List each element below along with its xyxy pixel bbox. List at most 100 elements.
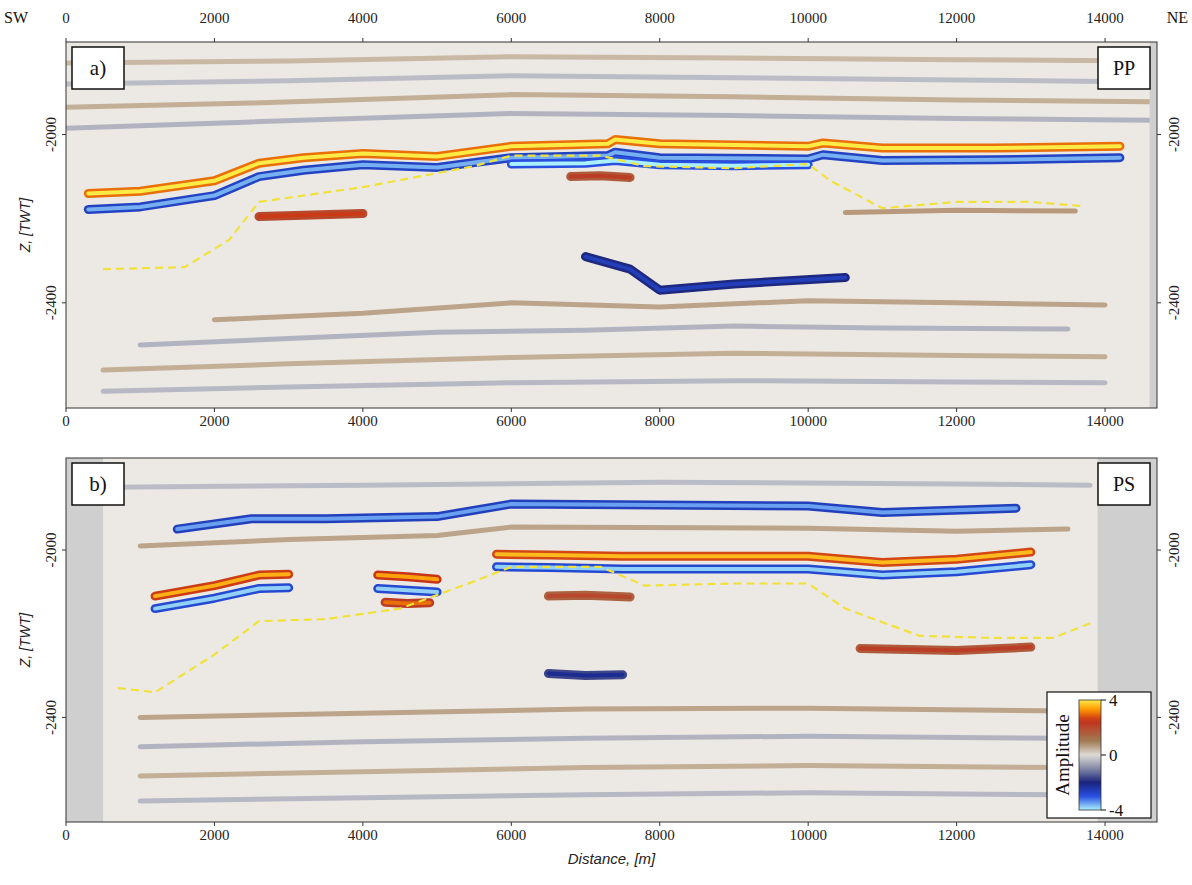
x-tick (1105, 822, 1106, 826)
reflector-core (497, 565, 1031, 575)
colorbar-box (1047, 692, 1151, 818)
reflector-core (586, 257, 846, 291)
x2-tick (214, 38, 215, 42)
x-tick-label: 4000 (348, 413, 378, 429)
reflector (88, 152, 1120, 209)
x-tick (214, 822, 215, 826)
x-tick-label: 6000 (496, 827, 526, 843)
y2-tick-label: -2000 (1166, 117, 1182, 152)
x-tick (1105, 408, 1106, 412)
frame (66, 42, 1157, 408)
y-tick-label: -2400 (43, 700, 59, 735)
reflector (111, 482, 1091, 487)
reflector (140, 766, 1068, 777)
reflector (140, 708, 1068, 717)
reflector (548, 674, 622, 676)
reflector (497, 565, 1031, 575)
reflector-core (860, 647, 1031, 650)
panel-letter-box (72, 47, 124, 89)
reflector-core (511, 161, 808, 166)
plot-area (66, 458, 1157, 822)
colorbar-tick (1101, 755, 1106, 756)
x2-tick-label: 6000 (496, 10, 526, 26)
x-tick-label: 12000 (938, 827, 976, 843)
y-tick (62, 717, 66, 718)
colorbar-tick-label: -4 (1109, 801, 1124, 820)
direction-label: SW (4, 9, 29, 26)
x2-tick-label: 14000 (1086, 10, 1124, 26)
x-tick (511, 822, 512, 826)
x2-tick (1105, 38, 1106, 42)
x-tick-label: 6000 (496, 413, 526, 429)
reflector (155, 588, 289, 609)
reflector (378, 575, 437, 579)
background (66, 42, 1157, 408)
reflector (845, 210, 1075, 212)
colorbar-tick (1101, 810, 1106, 811)
x2-tick-label: 12000 (938, 10, 976, 26)
y-tick-label: -2400 (43, 285, 59, 320)
y-tick (62, 302, 66, 303)
reflector (378, 589, 437, 592)
reflector (140, 527, 1068, 546)
reflector (860, 647, 1031, 650)
panel-letter: a) (90, 56, 106, 80)
x-tick (659, 408, 660, 412)
reflector (140, 736, 1068, 747)
no-coverage (1150, 42, 1157, 408)
reflector (214, 301, 1105, 320)
x2-tick (659, 38, 660, 42)
figure: 0200040006000800010000120001400002000400… (0, 0, 1192, 885)
x-tick (66, 822, 67, 826)
reflector-core (548, 595, 630, 597)
reflector (497, 552, 1031, 563)
reflector (66, 76, 1150, 84)
x2-tick (808, 38, 809, 42)
reflector (586, 257, 846, 291)
x-tick (66, 408, 67, 412)
x-tick (511, 408, 512, 412)
x2-tick-label: 2000 (199, 10, 229, 26)
reflector-core (497, 552, 1031, 563)
x-tick (808, 408, 809, 412)
x-tick-label: 2000 (199, 827, 229, 843)
y2-tick-label: -2000 (1166, 533, 1182, 568)
reflector (66, 114, 1150, 129)
y-tick-label: -2000 (43, 117, 59, 152)
x-axis-title: Distance, [m] (568, 850, 656, 867)
x2-tick (511, 38, 512, 42)
reflector (571, 176, 630, 178)
x-tick-label: 8000 (645, 413, 675, 429)
x-tick-label: 10000 (789, 413, 827, 429)
direction-label: NE (1167, 9, 1188, 26)
reflector (548, 595, 630, 597)
reflector-core (259, 214, 363, 217)
panel-label: PS (1113, 473, 1135, 495)
reflector-core (385, 602, 430, 603)
reflector (259, 214, 363, 217)
x2-tick (956, 38, 957, 42)
reflector-core (571, 176, 630, 178)
x-tick (362, 822, 363, 826)
plot-area (66, 42, 1157, 408)
x-tick-label: 4000 (348, 827, 378, 843)
frame (66, 458, 1157, 822)
reflector-core (378, 575, 437, 579)
x-tick (956, 408, 957, 412)
x-tick (956, 822, 957, 826)
x2-tick-label: 4000 (348, 10, 378, 26)
reflector (140, 793, 1068, 801)
background (66, 458, 1157, 822)
colorbar-label: Amplitude (1052, 714, 1073, 795)
reflector (103, 381, 1105, 392)
horizon (103, 156, 1083, 270)
panel-letter-box (72, 463, 124, 505)
x-tick (808, 822, 809, 826)
x2-tick (362, 38, 363, 42)
reflector (385, 602, 430, 603)
x-tick-label: 8000 (645, 827, 675, 843)
y2-tick-label: -2400 (1166, 285, 1182, 320)
reflector-core (88, 152, 1120, 209)
colorbar-tick-label: 4 (1109, 691, 1118, 710)
reflector (103, 353, 1105, 370)
